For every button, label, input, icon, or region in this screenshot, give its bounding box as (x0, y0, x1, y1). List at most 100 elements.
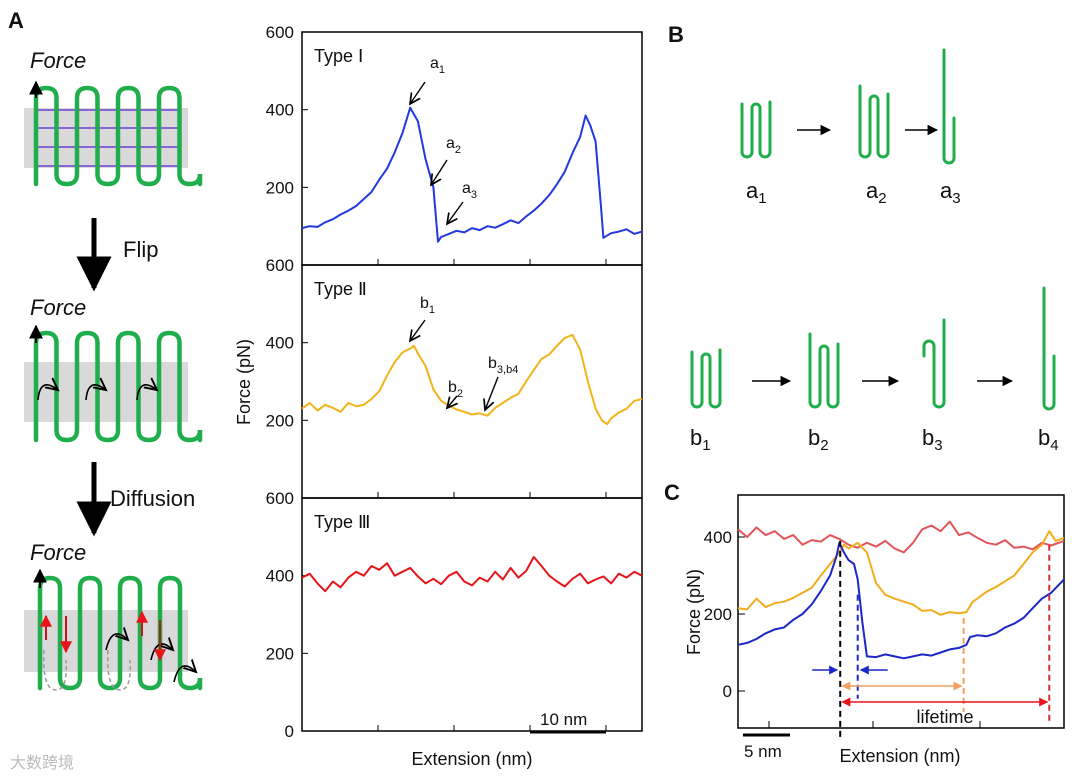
state-annotation: a1 (430, 55, 445, 76)
annotation-arrow-icon (410, 81, 426, 104)
label-subscript: 4 (1050, 437, 1058, 454)
y-tick-label: 200 (266, 411, 294, 430)
label-base: a (430, 55, 439, 72)
y-tick-label: 200 (266, 178, 294, 197)
hairpin-b2 (808, 332, 840, 409)
trace-1 (301, 106, 643, 243)
subplot-frame (301, 497, 643, 732)
rotate-arrow-icon (173, 666, 196, 683)
trace-Type Ⅱ (737, 530, 1065, 616)
y-tick-label: 400 (266, 567, 294, 586)
label-subscript: 1 (702, 437, 710, 454)
subplot-title: Type Ⅰ (314, 46, 363, 66)
panel-label-a: A (8, 8, 24, 33)
y-tick-label: 0 (723, 682, 732, 701)
state-annotation: b1 (420, 295, 435, 316)
label-base: a (462, 180, 471, 197)
state-annotation: b3,b4 (488, 355, 518, 376)
label-subscript: 3 (934, 437, 942, 454)
state-label-b3: b3 (922, 425, 943, 454)
label-subscript: 1 (439, 64, 445, 76)
membrane-region (24, 108, 188, 168)
label-subscript: 2 (878, 190, 886, 207)
hairpin-b3 (922, 318, 946, 409)
state-label-a2: a2 (866, 178, 887, 207)
hairpin-a1 (740, 100, 772, 159)
protein-strand (33, 330, 203, 443)
panel-label-c: C (664, 480, 680, 505)
y-tick-label: 600 (266, 489, 294, 508)
label-base: a (940, 178, 953, 203)
step-diffusion-label: Diffusion (110, 486, 195, 511)
label-subscript: 3,b4 (497, 364, 518, 376)
label-base: a (446, 135, 455, 152)
watermark: 大数跨境 (10, 753, 74, 772)
force-label: Force (30, 540, 86, 565)
label-base: b (1038, 425, 1050, 450)
label-base: b (488, 355, 497, 372)
step-flip-label: Flip (123, 237, 158, 262)
state-label-a3: a3 (940, 178, 961, 207)
state-label-b1: b1 (690, 425, 711, 454)
annotation-arrow-icon (447, 201, 464, 224)
y-tick-label: 400 (266, 101, 294, 120)
schematic-panel: Force Force Force Flip Diffusion (24, 48, 203, 691)
trace-2 (301, 333, 643, 426)
y-tick-label: 600 (266, 23, 294, 42)
force-label: Force (30, 295, 86, 320)
label-subscript: 3 (952, 190, 960, 207)
hydrogen-bonds (38, 109, 180, 167)
label-base: b (690, 425, 702, 450)
label-base: a (866, 178, 879, 203)
subplot-title: Type Ⅱ (314, 279, 367, 299)
membrane-region (24, 362, 188, 422)
plot-frame (737, 494, 1065, 729)
y-tick-label: 400 (266, 334, 294, 353)
state-label-a1: a1 (746, 178, 767, 207)
hairpin-a3 (942, 48, 956, 165)
annotation-arrow-icon (410, 319, 426, 341)
label-base: a (746, 178, 759, 203)
y-axis-label: Force (pN) (234, 339, 254, 425)
label-base: b (808, 425, 820, 450)
state-annotation: b2 (448, 379, 463, 400)
annotation-arrow-icon (485, 376, 499, 410)
x-axis-label: Extension (nm) (411, 749, 532, 769)
y-tick-label: 200 (704, 605, 732, 624)
panel-label-b: B (668, 22, 684, 47)
previous-position-outline (107, 649, 132, 691)
y-tick-label: 0 (285, 722, 294, 741)
rotate-arrow-icon (85, 385, 106, 401)
label-subscript: 2 (457, 388, 463, 400)
subplot-frame (301, 264, 643, 499)
y-tick-label: 400 (704, 528, 732, 547)
y-tick-label: 600 (266, 256, 294, 275)
y-axis-label: Force (pN) (684, 569, 704, 655)
protein-strand (33, 85, 203, 187)
label-base: b (922, 425, 934, 450)
rotate-arrow-icon (136, 385, 157, 401)
panel-c-chart: 0 200 400 lifetime Force (pN) Extension (nm) 5… (684, 494, 1065, 766)
label-base: b (448, 379, 457, 396)
previous-position-outline (43, 649, 68, 691)
rotate-arrow-icon (105, 634, 128, 651)
label-subscript: 1 (758, 190, 766, 207)
trace-3 (301, 556, 643, 593)
diffusion-arrows (40, 610, 166, 691)
y-tick-label: 200 (266, 644, 294, 663)
membrane-region (24, 610, 188, 672)
label-subscript: 3 (471, 189, 477, 201)
state-label-b4: b4 (1038, 425, 1059, 454)
state-annotation: a2 (446, 135, 461, 156)
rotate-arrow-icon (37, 385, 58, 401)
subplot-title: Type Ⅲ (314, 512, 370, 532)
trace-Type Ⅰ (737, 541, 1065, 660)
scale-bar-label: 5 nm (744, 742, 782, 761)
scale-bar-label: 10 nm (540, 710, 587, 729)
label-subscript: 1 (429, 304, 435, 316)
hairpin-a2 (858, 84, 890, 159)
label-base: b (420, 295, 429, 312)
force-label: Force (30, 48, 86, 73)
state-annotation: a3 (462, 180, 477, 201)
